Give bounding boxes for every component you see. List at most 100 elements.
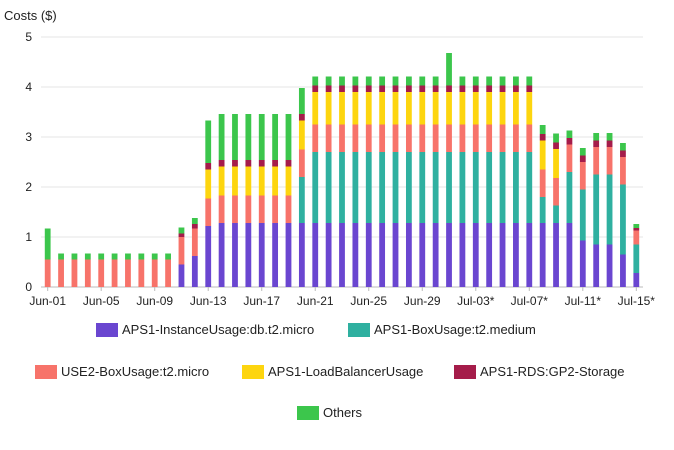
bar-segment: [526, 76, 533, 86]
bar-segment: [285, 166, 292, 196]
x-tick-label: Jun-29: [404, 294, 441, 308]
bar-segment: [526, 152, 533, 223]
bar-segment: [352, 85, 359, 92]
bar-segment: [432, 124, 439, 152]
bar-segment: [432, 76, 439, 86]
bar-segment: [298, 88, 305, 114]
bar-segment: [125, 253, 131, 260]
bar-segment: [593, 174, 600, 245]
legend-item[interactable]: Others: [297, 405, 362, 420]
bar-segment: [486, 92, 493, 125]
bar-segment: [138, 253, 145, 260]
bar-segment: [633, 228, 640, 231]
bar-segment: [459, 85, 466, 92]
legend-item[interactable]: USE2-BoxUsage:t2.micro: [35, 364, 209, 379]
bar-segment: [392, 85, 399, 92]
legend-item[interactable]: APS1-RDS:GP2-Storage: [454, 364, 625, 379]
bar-segment: [84, 259, 91, 287]
bar-segment: [446, 152, 452, 223]
bar-segment: [312, 223, 319, 287]
bar-segment: [285, 160, 292, 167]
bar-segment: [513, 92, 519, 125]
bar-segment: [459, 76, 466, 86]
bar-segment: [298, 120, 305, 150]
bar-segment: [84, 253, 91, 260]
bar-segment: [232, 160, 238, 167]
bar-segment: [298, 177, 305, 223]
bar-segment: [245, 114, 252, 160]
bar-segment: [379, 223, 386, 287]
bar-segment: [379, 92, 386, 125]
y-tick-label: 5: [25, 30, 32, 44]
bar-segment: [526, 223, 533, 287]
bar-segment: [165, 259, 171, 287]
bar-segment: [258, 166, 265, 196]
legend-item[interactable]: APS1-InstanceUsage:db.t2.micro: [96, 322, 314, 337]
bar-segment: [258, 223, 265, 287]
bar-segment: [392, 223, 399, 287]
bar-segment: [125, 259, 131, 287]
bar-segment: [620, 143, 626, 151]
bar-segment: [486, 85, 493, 92]
legend-item[interactable]: APS1-BoxUsage:t2.medium: [348, 322, 536, 337]
bar-segment: [419, 223, 426, 287]
bar-segment: [191, 228, 198, 256]
bar-segment: [392, 76, 399, 86]
bar-segment: [472, 92, 479, 125]
bar-segment: [446, 53, 452, 86]
bar-segment: [513, 223, 519, 287]
bar-segment: [593, 147, 600, 175]
bar-segment: [499, 92, 506, 125]
bar-segment: [58, 253, 64, 260]
bar-segment: [285, 223, 292, 287]
bar-segment: [472, 223, 479, 287]
bar-segment: [405, 76, 412, 86]
bar-segment: [245, 160, 252, 167]
bar-segment: [579, 162, 586, 190]
bar-segment: [513, 76, 519, 86]
y-tick-label: 2: [25, 180, 32, 194]
bar-segment: [165, 253, 171, 260]
bar-segment: [365, 152, 372, 223]
bar-segment: [446, 124, 452, 152]
bar-segment: [205, 198, 212, 226]
x-tick-label: Jul-03*: [457, 294, 495, 308]
bar-segment: [459, 223, 466, 287]
bar-segment: [539, 140, 546, 170]
legend-swatch: [454, 364, 476, 379]
bar-segment: [539, 223, 546, 287]
bar-segment: [285, 195, 292, 223]
bar-segment: [325, 124, 332, 152]
bar-segment: [272, 195, 279, 223]
bar-segment: [405, 124, 412, 152]
bar-segment: [526, 85, 533, 92]
bar-segment: [392, 92, 399, 125]
y-axis-label: Costs ($): [4, 8, 57, 23]
bar-segment: [365, 223, 372, 287]
bar-segment: [232, 223, 238, 287]
legend-item[interactable]: APS1-LoadBalancerUsage: [242, 364, 423, 379]
bar-segment: [419, 92, 426, 125]
bar-segment: [606, 174, 613, 245]
bar-segment: [218, 195, 225, 223]
bar-segment: [432, 92, 439, 125]
bar-segment: [405, 223, 412, 287]
legend-label: APS1-RDS:GP2-Storage: [480, 364, 625, 379]
bar-segment: [205, 226, 212, 287]
x-tick-label: Jun-21: [297, 294, 334, 308]
bar-segment: [620, 150, 626, 157]
bar-segment: [339, 92, 345, 125]
bar-segment: [352, 223, 359, 287]
bar-segment: [432, 85, 439, 92]
bar-segment: [553, 149, 559, 178]
legend-swatch: [348, 322, 370, 337]
bar-segment: [379, 152, 386, 223]
bar-segment: [446, 92, 452, 125]
bar-segment: [566, 130, 573, 138]
bar-segment: [339, 76, 345, 86]
bar-segment: [312, 92, 319, 125]
bar-segment: [606, 133, 613, 141]
bar-segment: [392, 152, 399, 223]
bar-segment: [620, 157, 626, 185]
